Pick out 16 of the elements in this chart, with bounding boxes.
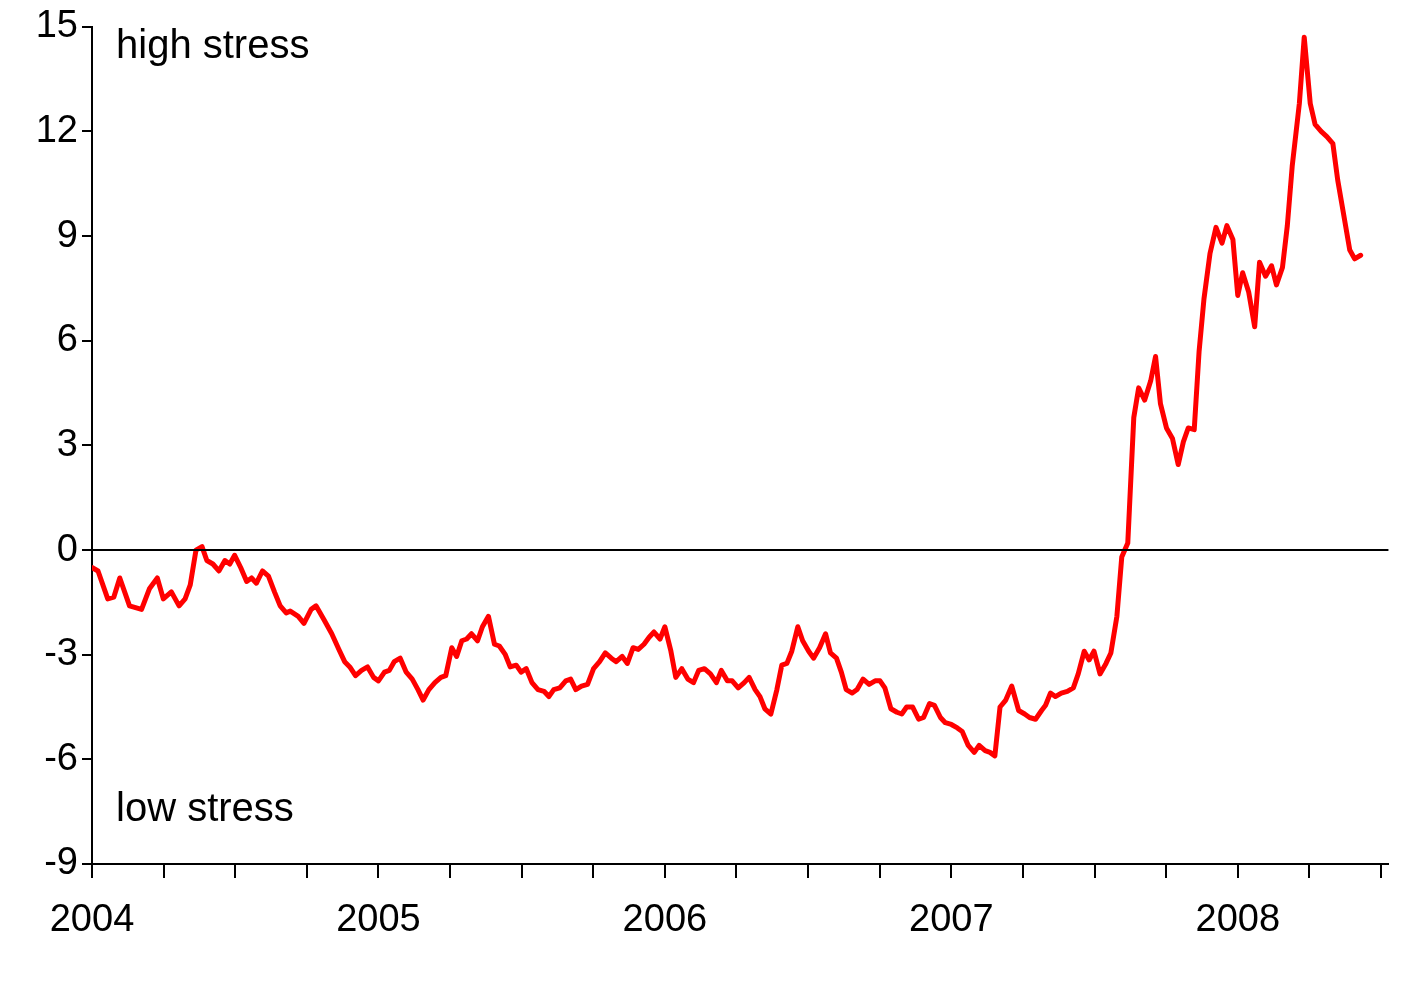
y-tick-label: 0: [56, 526, 78, 569]
y-tick-label: 6: [56, 317, 78, 360]
y-tick-label: 9: [56, 212, 78, 255]
x-tick-label: 2008: [1195, 897, 1281, 940]
annotation: high stress: [116, 21, 310, 66]
annotation: low stress: [116, 785, 294, 830]
x-tick-label: 2005: [336, 897, 421, 940]
x-tick-label: 2006: [622, 897, 708, 940]
y-tick-label: 15: [35, 3, 78, 46]
y-tick-label: -9: [44, 840, 78, 883]
y-tick-label: 3: [56, 421, 78, 464]
y-tick-label: 12: [35, 107, 78, 150]
x-tick-label: 2007: [909, 897, 994, 940]
y-tick-label: -6: [44, 735, 78, 778]
y-tick-label: -3: [44, 631, 78, 674]
x-tick-label: 2004: [49, 897, 135, 940]
